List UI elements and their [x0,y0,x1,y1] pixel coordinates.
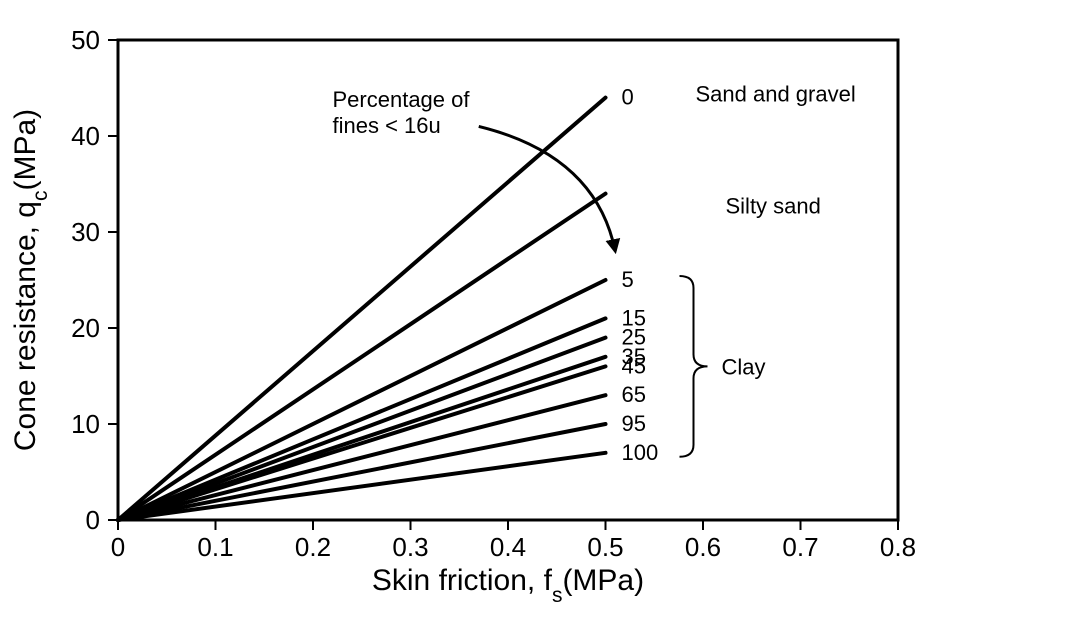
x-tick-label: 0.7 [782,532,818,562]
series-end-label-100: 100 [622,440,659,465]
x-tick-label: 0.6 [685,532,721,562]
y-tick-label: 50 [71,25,100,55]
series-line-5 [118,280,606,520]
y-tick-label: 20 [71,313,100,343]
series-line-45 [118,366,606,520]
x-tick-label: 0.1 [197,532,233,562]
chart-container: 00.10.20.30.40.50.60.70.801020304050Skin… [0,0,1070,622]
pct-fines-label-1: Percentage of [333,87,471,112]
series-end-label-5: 5 [622,267,634,292]
x-tick-label: 0.3 [392,532,428,562]
plot-border [118,40,898,520]
series-line-25 [118,338,606,520]
clay-label: Clay [722,354,766,379]
pct-fines-label-2: fines < 16u [333,113,441,138]
series-end-label-95: 95 [622,411,646,436]
series-line-100 [118,453,606,520]
y-tick-label: 30 [71,217,100,247]
chart-svg: 00.10.20.30.40.50.60.70.801020304050Skin… [0,0,1070,622]
x-tick-label: 0.5 [587,532,623,562]
x-tick-label: 0.8 [880,532,916,562]
x-tick-label: 0.4 [490,532,526,562]
series-end-label-0: 0 [622,85,634,110]
y-tick-label: 0 [86,505,100,535]
y-tick-label: 10 [71,409,100,439]
x-tick-label: 0 [111,532,125,562]
x-tick-label: 0.2 [295,532,331,562]
silty-sand-label: Silty sand [726,194,821,219]
x-axis-label: Skin friction, fs(MPa) [372,564,644,607]
clay-brace [680,276,708,457]
series-end-label-65: 65 [622,382,646,407]
y-tick-label: 40 [71,121,100,151]
series-line-15 [118,318,606,520]
sand-gravel-label: Sand and gravel [696,82,856,107]
y-axis-label: Cone resistance, qc(MPa) [9,109,52,451]
series-end-label-45: 45 [622,353,646,378]
